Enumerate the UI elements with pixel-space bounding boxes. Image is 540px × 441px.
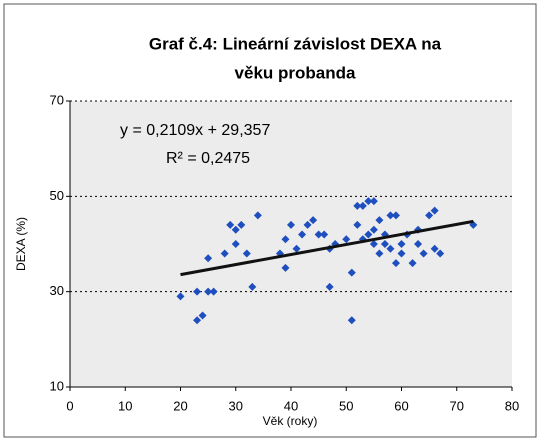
x-tick-label: 60 (394, 398, 408, 413)
x-tick-label: 20 (173, 398, 187, 413)
r-squared: R² = 0,2475 (166, 150, 250, 167)
point (292, 244, 301, 253)
point (347, 316, 356, 325)
point (391, 259, 400, 268)
point (287, 220, 295, 229)
x-tick-label: 10 (118, 398, 132, 413)
point (303, 220, 312, 229)
point (231, 240, 240, 248)
point (176, 292, 185, 301)
point (325, 282, 334, 291)
point (281, 263, 290, 272)
point (309, 216, 318, 225)
point (375, 249, 384, 258)
point (353, 220, 362, 229)
y-axis-label: DEXA (%) (14, 217, 28, 271)
point (369, 240, 378, 248)
point (358, 201, 367, 210)
point (204, 254, 213, 263)
point (320, 230, 329, 239)
point (209, 287, 218, 296)
trendline (180, 219, 474, 277)
point (375, 216, 384, 225)
point (226, 220, 235, 229)
point (397, 240, 406, 248)
point (436, 249, 445, 258)
point (253, 211, 262, 220)
point (193, 316, 202, 325)
point (380, 240, 389, 248)
point (248, 282, 257, 291)
point (220, 249, 229, 258)
point (425, 211, 434, 220)
point (408, 259, 417, 268)
point (369, 197, 378, 206)
point (298, 230, 307, 239)
point (391, 211, 400, 220)
plot-area (70, 101, 512, 387)
point (314, 230, 323, 239)
point (414, 240, 423, 248)
point (386, 244, 395, 253)
point (364, 230, 373, 239)
point (281, 235, 290, 244)
point (386, 211, 395, 220)
point (237, 220, 246, 229)
point (419, 249, 428, 258)
point (242, 249, 251, 258)
point (353, 201, 362, 210)
x-tick-label: 40 (284, 398, 298, 413)
x-tick-label: 70 (450, 398, 464, 413)
point (364, 197, 373, 206)
point (231, 225, 240, 234)
y-tick-label: 10 (50, 378, 64, 393)
x-tick-label: 0 (66, 398, 73, 413)
chart-title: věku probanda (235, 63, 356, 82)
point (193, 287, 202, 296)
x-tick-label: 30 (229, 398, 243, 413)
point (430, 206, 439, 215)
point (430, 244, 439, 253)
y-tick-label: 30 (50, 283, 64, 298)
chart-title: Graf č.4: Lineární závislost DEXA na (149, 34, 442, 53)
trendline-equation: y = 0,2109x + 29,357 (120, 122, 270, 139)
y-tick-label: 70 (50, 92, 64, 107)
point (347, 268, 356, 277)
point (369, 225, 378, 234)
x-axis-label: Věk (roky) (263, 414, 318, 428)
x-tick-label: 80 (505, 398, 519, 413)
x-tick-label: 50 (339, 398, 353, 413)
point (342, 235, 351, 244)
y-tick-label: 50 (50, 188, 64, 203)
point (204, 287, 213, 296)
point (397, 249, 406, 258)
point (198, 311, 207, 320)
